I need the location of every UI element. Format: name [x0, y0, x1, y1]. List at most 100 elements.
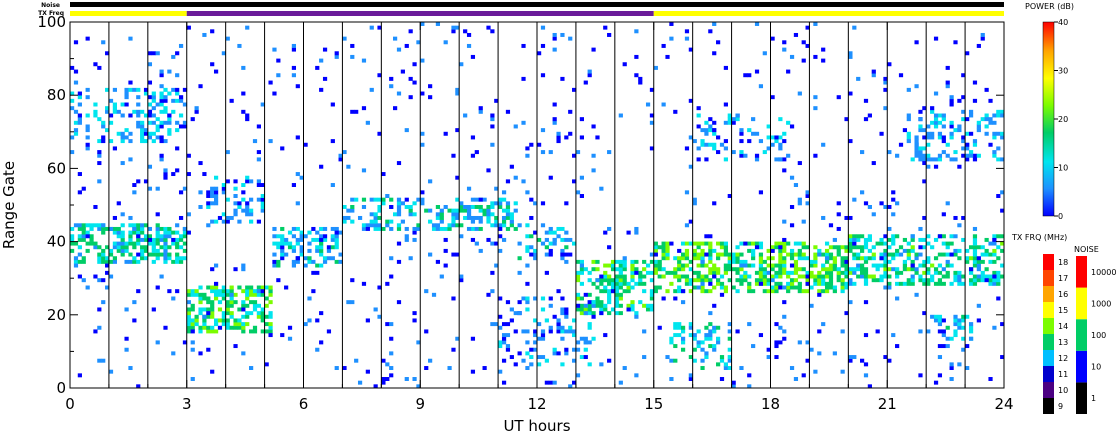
data-cell — [719, 358, 725, 363]
data-cell — [404, 128, 409, 133]
data-cell — [933, 237, 939, 242]
data-cell — [443, 205, 448, 209]
data-cell — [575, 340, 581, 345]
data-cell — [696, 245, 701, 250]
data-cell — [428, 208, 433, 213]
data-cell — [128, 366, 133, 370]
data-cell — [832, 256, 837, 261]
data-cell — [883, 256, 888, 261]
data-cell — [151, 106, 156, 111]
data-cell — [276, 245, 281, 250]
data-cell — [136, 179, 141, 184]
data-cell — [774, 281, 779, 286]
data-cell — [178, 190, 184, 195]
data-cell — [560, 32, 565, 37]
data-cell — [895, 344, 900, 349]
data-cell — [607, 278, 612, 283]
data-cell — [696, 329, 701, 334]
data-cell — [992, 237, 997, 242]
data-cell — [151, 307, 156, 312]
data-cell — [315, 318, 320, 323]
data-cell — [311, 226, 316, 231]
data-cell — [108, 120, 114, 125]
data-cell — [466, 226, 472, 231]
data-cell — [653, 248, 658, 253]
data-cell — [350, 205, 355, 209]
data-cell — [716, 270, 721, 275]
data-cell — [603, 303, 608, 308]
data-cell — [501, 237, 507, 242]
data-cell — [727, 267, 732, 272]
data-cell — [560, 248, 565, 253]
data-cell — [552, 120, 557, 125]
data-cell — [766, 289, 771, 294]
data-cell — [813, 54, 818, 59]
data-cell — [124, 259, 129, 264]
data-cell — [498, 248, 503, 253]
data-cell — [385, 223, 390, 228]
data-cell — [817, 289, 822, 294]
data-cell — [778, 325, 783, 330]
data-cell — [112, 215, 117, 220]
data-cell — [770, 248, 775, 253]
data-cell — [501, 223, 507, 228]
data-cell — [377, 215, 382, 220]
data-cell — [758, 139, 764, 144]
data-cell — [649, 278, 655, 283]
data-cell — [350, 54, 355, 59]
data-cell — [225, 318, 230, 323]
data-cell — [303, 256, 308, 261]
data-cell — [272, 241, 277, 246]
data-cell — [486, 219, 491, 224]
data-cell — [369, 223, 374, 228]
data-cell — [517, 300, 522, 305]
data-cell — [817, 351, 822, 356]
data-cell — [622, 366, 627, 370]
data-cell — [97, 252, 102, 257]
data-cell — [844, 215, 849, 220]
data-cell — [848, 278, 853, 283]
data-cell — [688, 98, 693, 103]
data-cell — [155, 135, 160, 140]
data-cell — [272, 91, 277, 96]
data-cell — [319, 340, 324, 345]
data-cell — [727, 329, 732, 334]
data-cell — [229, 215, 234, 220]
data-cell — [342, 366, 347, 370]
data-cell — [957, 278, 962, 283]
data-cell — [930, 120, 935, 125]
data-cell — [716, 40, 721, 45]
data-cell — [704, 128, 709, 133]
data-cell — [622, 62, 627, 67]
data-cell — [81, 223, 86, 228]
data-cell — [521, 43, 526, 48]
data-cell — [241, 307, 246, 312]
data-cell — [677, 325, 682, 330]
data-cell — [801, 267, 806, 272]
data-cell — [805, 340, 810, 345]
data-cell — [167, 113, 172, 118]
data-cell — [338, 157, 343, 162]
data-cell — [661, 274, 666, 279]
data-cell — [774, 135, 779, 140]
data-cell — [147, 102, 153, 107]
data-cell — [194, 292, 199, 297]
data-cell — [120, 212, 125, 217]
data-cell — [743, 263, 748, 268]
data-cell — [801, 241, 806, 246]
data-cell — [342, 219, 347, 224]
data-cell — [817, 248, 822, 253]
data-cell — [937, 355, 943, 360]
data-cell — [700, 248, 705, 253]
data-cell — [272, 252, 277, 257]
data-cell — [272, 226, 277, 231]
data-cell — [221, 190, 226, 195]
data-cell — [949, 252, 954, 257]
data-cell — [618, 311, 623, 316]
data-cell — [116, 230, 121, 235]
data-cell — [688, 333, 693, 338]
data-cell — [649, 270, 655, 275]
data-cell — [937, 131, 943, 136]
data-cell — [883, 263, 888, 268]
